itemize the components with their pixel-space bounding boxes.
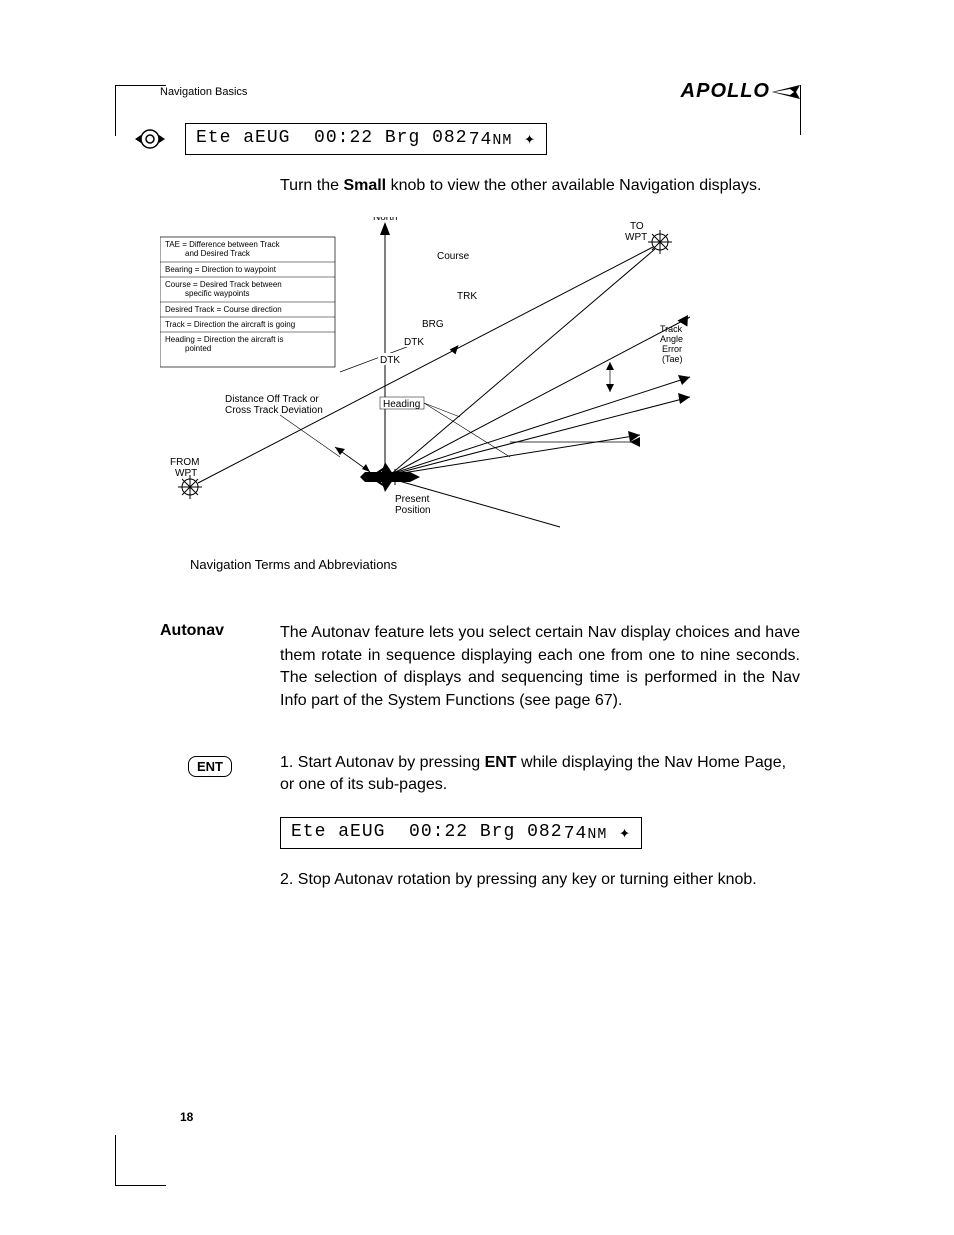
def-0: TAE = Difference between Trackand Desire… xyxy=(165,240,281,258)
north-label: North xyxy=(373,217,397,223)
page-content: Navigation Basics APOLLO Ete aEUG 00:22 … xyxy=(160,80,800,911)
instruction-1: Turn the Small knob to view the other av… xyxy=(280,175,800,197)
lcd-right: 74NM ✦ xyxy=(469,128,536,150)
def-2: Course = Desired Track betweenspecific w… xyxy=(165,280,282,298)
lcd-display-2: Ete aEUG 00:22 Brg 082 74NM ✦ xyxy=(280,817,642,849)
crop-mark-bl xyxy=(115,1135,166,1186)
nav-diagram-svg: TAE = Difference between Trackand Desire… xyxy=(160,217,700,537)
lcd-left: Ete aEUG 00:22 Brg 082 xyxy=(196,128,468,150)
lcd2-right: 74NM ✦ xyxy=(564,822,631,844)
dtk-label: DTK xyxy=(404,337,424,348)
from-wpt-label: FROMWPT xyxy=(170,457,199,479)
l2e: 082 xyxy=(527,822,562,842)
brg-label: BRG xyxy=(422,319,444,330)
logo-text: APOLLO xyxy=(681,80,770,103)
def-4: Track = Direction the aircraft is going xyxy=(165,320,295,329)
lcd-row-2: Ete aEUG 00:22 Brg 082 74NM ✦ xyxy=(160,817,800,849)
aircraft-icon xyxy=(360,462,420,492)
lcd-row-1: Ete aEUG 00:22 Brg 082 74NM ✦ xyxy=(130,123,800,155)
page-number: 18 xyxy=(180,1110,193,1124)
autonav-para: The Autonav feature lets you select cert… xyxy=(280,622,800,712)
logo-wing-icon xyxy=(772,85,800,99)
step1-text: 1. Start Autonav by pressing ENT while d… xyxy=(280,752,800,797)
l2a: Ete xyxy=(291,822,326,842)
lcd-unit: NM xyxy=(492,132,512,149)
course-label: Course xyxy=(437,251,470,262)
step1-section: ENT 1. Start Autonav by pressing ENT whi… xyxy=(160,752,800,797)
l2d: Brg xyxy=(480,822,515,842)
page-header: Navigation Basics APOLLO xyxy=(160,80,800,103)
l2g: NM xyxy=(587,826,607,843)
lcd-brg-val: 082 xyxy=(432,128,467,148)
present-pos-label: Present Position xyxy=(395,494,432,516)
l2h: ✦ xyxy=(619,824,631,844)
lcd-time: 00:22 xyxy=(314,128,373,148)
ent-key-icon: ENT xyxy=(188,756,232,777)
to-wpt-label: TOWPT xyxy=(625,221,647,243)
step2-text: 2. Stop Autonav rotation by pressing any… xyxy=(280,869,800,891)
lcd2-left: Ete aEUG 00:22 Brg 082 xyxy=(291,822,563,844)
autonav-heading: Autonav xyxy=(160,622,260,732)
l2b: aEUG xyxy=(338,822,385,842)
trk-label: TRK xyxy=(457,291,477,302)
lcd-ete: Ete xyxy=(196,128,231,148)
s1b: ENT xyxy=(485,754,517,771)
lcd-dist: 74 xyxy=(469,130,493,150)
ent-key-wrap: ENT xyxy=(160,752,260,797)
lcd-wpt: aEUG xyxy=(243,128,290,148)
nav-diagram: TAE = Difference between Trackand Desire… xyxy=(160,217,700,537)
lcd-brg-label: Brg xyxy=(385,128,420,148)
to-wpt-icon xyxy=(648,230,672,254)
def-3: Desired Track = Course direction xyxy=(165,305,282,314)
tae-label: Track Angle Error (Tae) xyxy=(660,324,686,364)
xtrack-label: Distance Off Track or Cross Track Deviat… xyxy=(225,394,323,416)
def-1: Bearing = Direction to waypoint xyxy=(165,265,277,274)
lcd-arrow-icon: ✦ xyxy=(524,130,536,150)
knob-icon xyxy=(130,127,170,151)
dtk-label-2: DTK xyxy=(380,355,400,366)
t1p: knob to view the other available Navigat… xyxy=(386,177,761,194)
lcd-display-1: Ete aEUG 00:22 Brg 082 74NM ✦ xyxy=(185,123,547,155)
s1a: 1. Start Autonav by pressing xyxy=(280,754,485,771)
t1: Turn the xyxy=(280,177,343,194)
l2c: 00:22 xyxy=(409,822,468,842)
heading-label: Heading xyxy=(383,399,420,410)
autonav-section: Autonav The Autonav feature lets you sel… xyxy=(160,622,800,732)
l2f: 74 xyxy=(564,824,588,844)
section-title: Navigation Basics xyxy=(160,86,247,98)
apollo-logo: APOLLO xyxy=(681,80,800,103)
pp1: Present xyxy=(395,494,430,505)
step2-section: 2. Stop Autonav rotation by pressing any… xyxy=(160,869,800,891)
def-5: Heading = Direction the aircraft ispoint… xyxy=(165,335,284,353)
t1b: Small xyxy=(343,177,386,194)
diagram-caption: Navigation Terms and Abbreviations xyxy=(190,557,800,572)
